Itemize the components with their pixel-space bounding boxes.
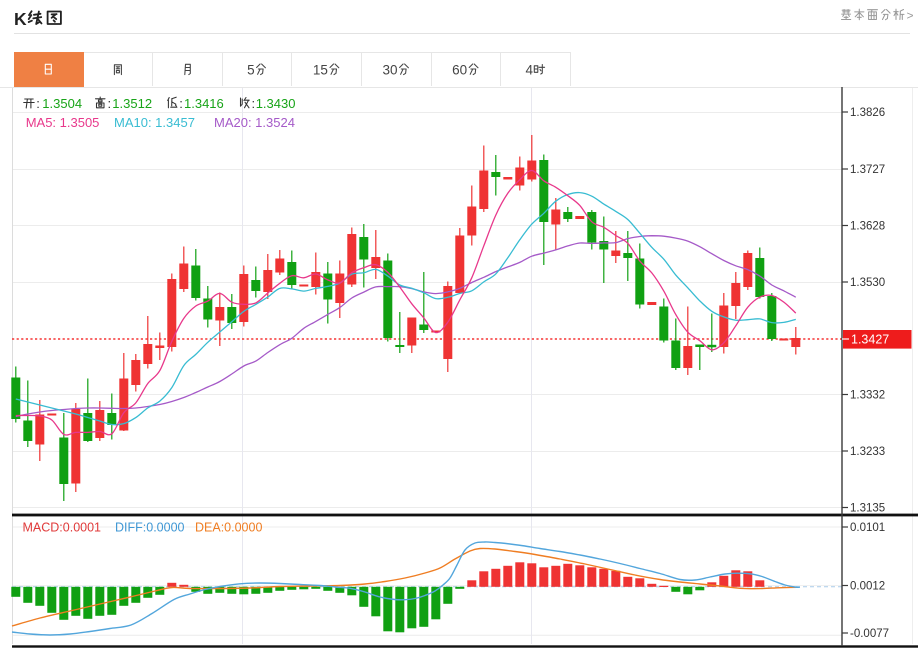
svg-text:DIFF:0.0000: DIFF:0.0000 <box>115 521 185 535</box>
svg-text:15: 15 <box>313 63 328 78</box>
svg-text:DEA:0.0000: DEA:0.0000 <box>195 521 262 535</box>
svg-text:4: 4 <box>526 63 534 78</box>
svg-text:30: 30 <box>383 63 398 78</box>
svg-text:1.3427: 1.3427 <box>851 333 889 347</box>
svg-text::: : <box>252 96 256 111</box>
svg-text:1.3233: 1.3233 <box>850 446 885 458</box>
svg-text:1.3416: 1.3416 <box>184 96 224 111</box>
svg-text:1.3628: 1.3628 <box>850 221 885 233</box>
svg-text:1.3135: 1.3135 <box>850 503 885 515</box>
svg-text:K: K <box>14 9 27 29</box>
svg-text:-0.0077: -0.0077 <box>850 628 889 640</box>
svg-text:MA20: 1.3524: MA20: 1.3524 <box>214 115 295 130</box>
svg-text:MACD:0.0001: MACD:0.0001 <box>23 521 102 535</box>
svg-text:1.3727: 1.3727 <box>850 164 885 176</box>
svg-text:1.3530: 1.3530 <box>850 277 885 289</box>
svg-text:1.3332: 1.3332 <box>850 390 885 402</box>
svg-text:5: 5 <box>247 63 255 78</box>
svg-text:1.3826: 1.3826 <box>850 107 885 119</box>
svg-text:0.0101: 0.0101 <box>850 522 885 534</box>
svg-text:1.3504: 1.3504 <box>42 96 82 111</box>
svg-text:60: 60 <box>452 63 467 78</box>
svg-text:MA10: 1.3457: MA10: 1.3457 <box>114 115 195 130</box>
svg-text:0.0012: 0.0012 <box>850 581 885 593</box>
svg-text:>: > <box>907 9 914 23</box>
svg-text:MA5: 1.3505: MA5: 1.3505 <box>26 115 100 130</box>
svg-text::: : <box>179 96 183 111</box>
svg-text::: : <box>36 96 40 111</box>
svg-text::: : <box>108 96 112 111</box>
svg-text:1.3512: 1.3512 <box>112 96 152 111</box>
svg-text:1.3430: 1.3430 <box>256 96 296 111</box>
